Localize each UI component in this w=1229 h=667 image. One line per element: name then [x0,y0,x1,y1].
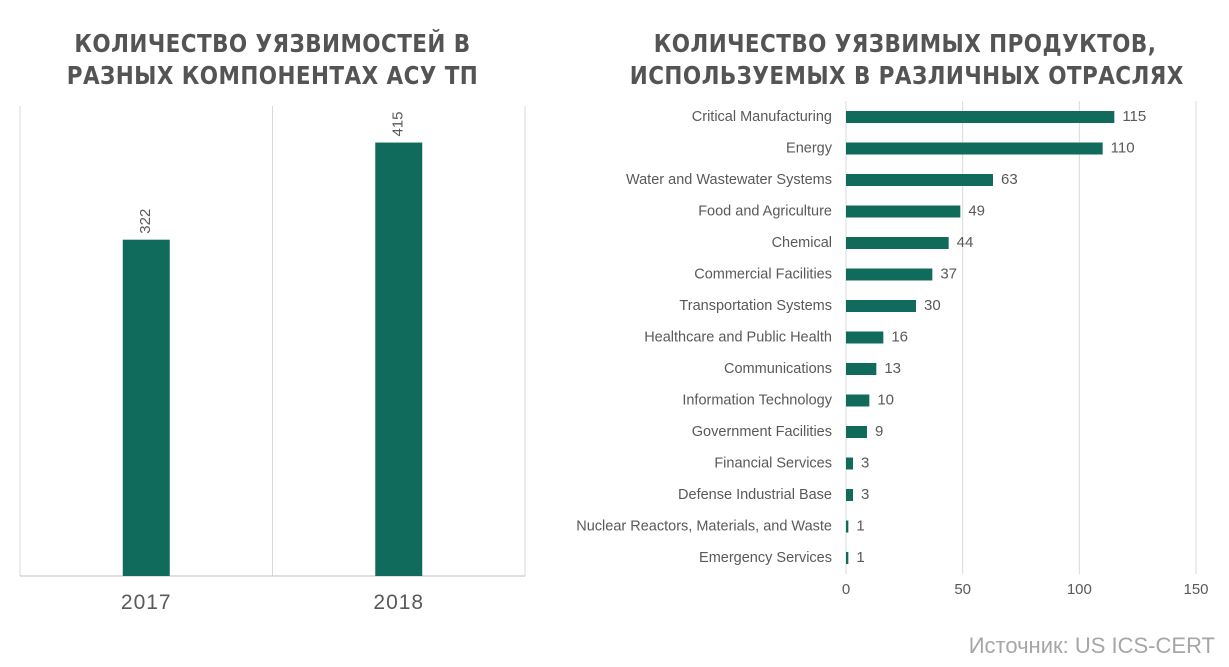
left-category-label: 2018 [373,591,424,614]
source-note: Источник: US ICS-CERT [968,633,1215,658]
right-data-label: 9 [875,423,883,440]
right-x-tick-label: 0 [842,581,850,598]
left-data-label: 322 [137,209,154,234]
right-data-label: 13 [884,360,901,377]
right-category-label: Emergency Services [699,550,832,566]
right-category-label: Water and Wastewater Systems [626,172,832,188]
right-data-label: 10 [877,391,894,408]
right-data-label: 115 [1122,108,1146,125]
right-chart-title-line-2: ИСПОЛЬЗУЕМЫХ В РАЗЛИЧНЫХ ОТРАСЛЯХ [629,61,1184,90]
right-category-label: Chemical [772,235,832,251]
right-chart-title: КОЛИЧЕСТВО УЯЗВИМЫХ ПРОДУКТОВ, ИСПОЛЬЗУЕ… [629,28,1184,92]
right-category-label: Defense Industrial Base [678,487,832,503]
right-data-label: 1 [856,549,864,566]
left-chart-title-line-2: РАЗНЫХ КОМПОНЕНТАХ АСУ ТП [66,61,479,90]
right-category-label: Communications [724,361,832,377]
right-bar [846,142,1103,155]
right-data-label: 30 [924,297,941,314]
right-x-tick-label: 100 [1067,581,1092,598]
right-data-label: 1 [856,517,864,534]
right-bar [846,331,884,344]
right-bar [846,489,853,501]
right-data-label: 49 [968,202,985,219]
right-data-label: 3 [861,454,869,471]
right-bar [846,457,853,470]
right-bar [846,174,993,186]
right-bar [846,111,1115,123]
right-bar [846,552,849,564]
right-chart-title-line-1: КОЛИЧЕСТВО УЯЗВИМЫХ ПРОДУКТОВ, [653,29,1157,58]
right-category-label: Financial Services [714,455,832,471]
right-data-label: 44 [957,234,974,251]
left-bar-chart: 322 2017 415 2018 [19,106,526,614]
right-category-label: Nuclear Reactors, Materials, and Waste [576,518,832,534]
left-data-label: 415 [390,112,407,137]
right-data-label: 37 [940,265,957,282]
right-category-label: Government Facilities [692,424,832,440]
right-category-label: Food and Agriculture [698,203,832,219]
right-data-label: 63 [1001,171,1018,188]
right-bar [846,520,849,533]
right-category-label: Healthcare and Public Health [644,329,832,345]
left-chart-title: КОЛИЧЕСТВО УЯЗВИМОСТЕЙ В РАЗНЫХ КОМПОНЕН… [38,28,507,92]
left-bar-2018 [375,142,423,577]
right-x-tick-label: 150 [1183,581,1208,598]
right-category-label: Energy [786,140,833,156]
right-bar [846,237,949,249]
right-category-label: Transportation Systems [679,298,832,314]
left-chart-title-line-1: КОЛИЧЕСТВО УЯЗВИМОСТЕЙ В [74,29,471,58]
right-category-label: Critical Manufacturing [692,109,832,125]
right-bar [846,426,867,438]
right-category-label: Commercial Facilities [694,266,832,282]
right-category-label: Information Technology [682,392,832,408]
right-data-label: 16 [891,328,908,345]
right-x-tick-label: 50 [954,581,971,598]
left-bar-2017 [122,239,170,576]
right-data-label: 3 [861,486,869,503]
right-bar [846,268,933,281]
right-data-label: 110 [1111,139,1135,156]
right-bar [846,363,877,375]
right-bar [846,394,870,407]
left-category-label: 2017 [121,591,172,614]
right-bar [846,205,961,218]
right-bar [846,300,916,312]
